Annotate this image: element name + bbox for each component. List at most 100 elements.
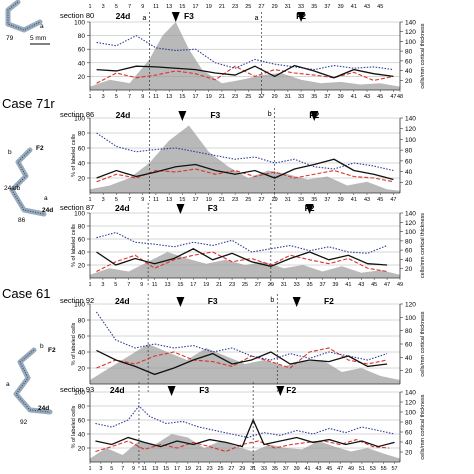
y-tick-label-left: 40 — [78, 432, 86, 439]
top-tick-label: 17 — [192, 4, 198, 10]
y-tick-label-right: 40 — [405, 169, 413, 176]
x-tick-label: 3 — [102, 197, 105, 203]
x-tick-label: 53 — [370, 466, 376, 472]
y-tick-label-right: 100 — [405, 39, 416, 46]
x-tick-label: 7 — [127, 282, 130, 288]
y-tick-label-left: 40 — [78, 350, 86, 357]
y-tick-label-right: 100 — [405, 229, 416, 236]
inset-label: 5 mm — [30, 35, 46, 42]
y-axis-title-right: cells/mm cortical thickness — [420, 213, 426, 278]
x-tick-label: 23 — [207, 466, 213, 472]
y-tick-label-right: 80 — [405, 148, 413, 155]
red-line-series — [96, 251, 388, 273]
x-tick-label: 7 — [128, 94, 131, 100]
y-tick-label-left: 60 — [78, 47, 86, 54]
x-tick-label: 11 — [153, 197, 159, 203]
region-label: F3 — [208, 296, 218, 306]
y-tick-label-left: 40 — [78, 60, 86, 67]
x-tick-label: 7 — [121, 466, 124, 472]
top-tick-label: 45 — [377, 4, 383, 10]
x-tick-label: 3 — [102, 94, 105, 100]
x-tick-label: 45 — [377, 94, 383, 100]
x-tick-label: 5 — [114, 282, 117, 288]
black-line-series — [95, 418, 395, 448]
x-tick-label: 15 — [163, 466, 169, 472]
arrow-marker — [176, 204, 185, 214]
y-tick-label-left: 40 — [78, 161, 86, 168]
inset-label: 24d — [42, 207, 53, 214]
y-tick-label-left: 20 — [78, 176, 86, 183]
x-tick-label: 47 — [390, 197, 396, 203]
x-tick-label: 21 — [196, 466, 202, 472]
arrow-marker — [167, 386, 176, 396]
x-tick-label: 9 — [132, 466, 135, 472]
region-label: F2 — [324, 296, 334, 306]
y-tick-label-right: 120 — [405, 29, 416, 36]
x-tick-label: 43 — [358, 282, 364, 288]
x-tick-label: 31 — [281, 282, 287, 288]
y-axis-title-left: % of labeled cells — [71, 224, 77, 267]
brain-insets: a 79 5 mm b F2 24a/b a 24d 86 F2 b a 24d 92 — [4, 0, 56, 426]
top-tick-label: 29 — [272, 4, 278, 10]
black-line-series — [96, 158, 394, 181]
arrow-marker — [310, 111, 319, 121]
y-tick-label-left: 60 — [78, 237, 86, 244]
arrow-marker — [176, 297, 185, 307]
top-tick-label: 33 — [298, 4, 304, 10]
x-tick-label: 33 — [294, 282, 300, 288]
section-label: section 87 — [60, 203, 94, 212]
x-tick-label: 13 — [166, 197, 172, 203]
boundary-label: a — [255, 15, 259, 22]
x-tick-label: 49 — [348, 466, 354, 472]
y-tick-label-right: 120 — [405, 302, 416, 309]
black-line-series — [96, 64, 394, 79]
x-tick-label: 15 — [179, 197, 185, 203]
x-tick-label: 5 — [110, 466, 113, 472]
y-tick-label-left: 100 — [74, 116, 85, 123]
x-tick-label: 27 — [228, 466, 234, 472]
region-label: F2 — [286, 385, 296, 395]
top-tick-label: 3 — [102, 4, 105, 10]
blue-line-series — [96, 132, 394, 172]
inset-label: b — [8, 149, 12, 156]
x-tick-label: 43 — [315, 466, 321, 472]
x-tick-label: 3 — [101, 282, 104, 288]
boundary-label: b — [270, 297, 274, 304]
inset-label: a — [6, 381, 10, 388]
labeled-cells — [11, 149, 45, 215]
black-line-series — [96, 349, 388, 376]
arrow-marker — [178, 111, 187, 121]
x-tick-label: 39 — [338, 197, 344, 203]
x-tick-label: 47 — [384, 282, 390, 288]
y-axis-title-right: cells/mm cortical thickness — [420, 23, 426, 88]
x-tick-label: 21 — [219, 94, 225, 100]
x-tick-label: 33 — [298, 197, 304, 203]
top-tick-label: 15 — [179, 4, 185, 10]
x-tick-label: 43 — [364, 197, 370, 203]
y-tick-label-right: 80 — [405, 328, 413, 335]
y-tick-label-left: 100 — [74, 211, 85, 218]
x-tick-label: 43 — [364, 94, 370, 100]
x-tick-label: 11 — [153, 94, 159, 100]
black-line-series — [96, 248, 388, 267]
x-tick-label: 21 — [219, 197, 225, 203]
y-tick-label-right: 100 — [405, 315, 416, 322]
x-tick-label: 33 — [261, 466, 267, 472]
top-tick-label: 41 — [351, 4, 357, 10]
y-tick-label-right: 60 — [405, 58, 413, 65]
x-tick-label: 48 — [397, 94, 403, 100]
x-tick-label: 35 — [272, 466, 278, 472]
x-tick-label: 41 — [304, 466, 310, 472]
y-tick-label-left: 80 — [78, 404, 86, 411]
x-tick-label: 13 — [166, 94, 172, 100]
x-tick-label: 21 — [216, 282, 222, 288]
y-tick-label-right: 120 — [405, 126, 416, 133]
inset-label: 24d — [38, 405, 49, 412]
y-tick-label-right: 40 — [405, 440, 413, 447]
top-tick-label: 5 — [115, 4, 118, 10]
y-tick-label-left: 60 — [78, 418, 86, 425]
x-tick-label: 39 — [294, 466, 300, 472]
